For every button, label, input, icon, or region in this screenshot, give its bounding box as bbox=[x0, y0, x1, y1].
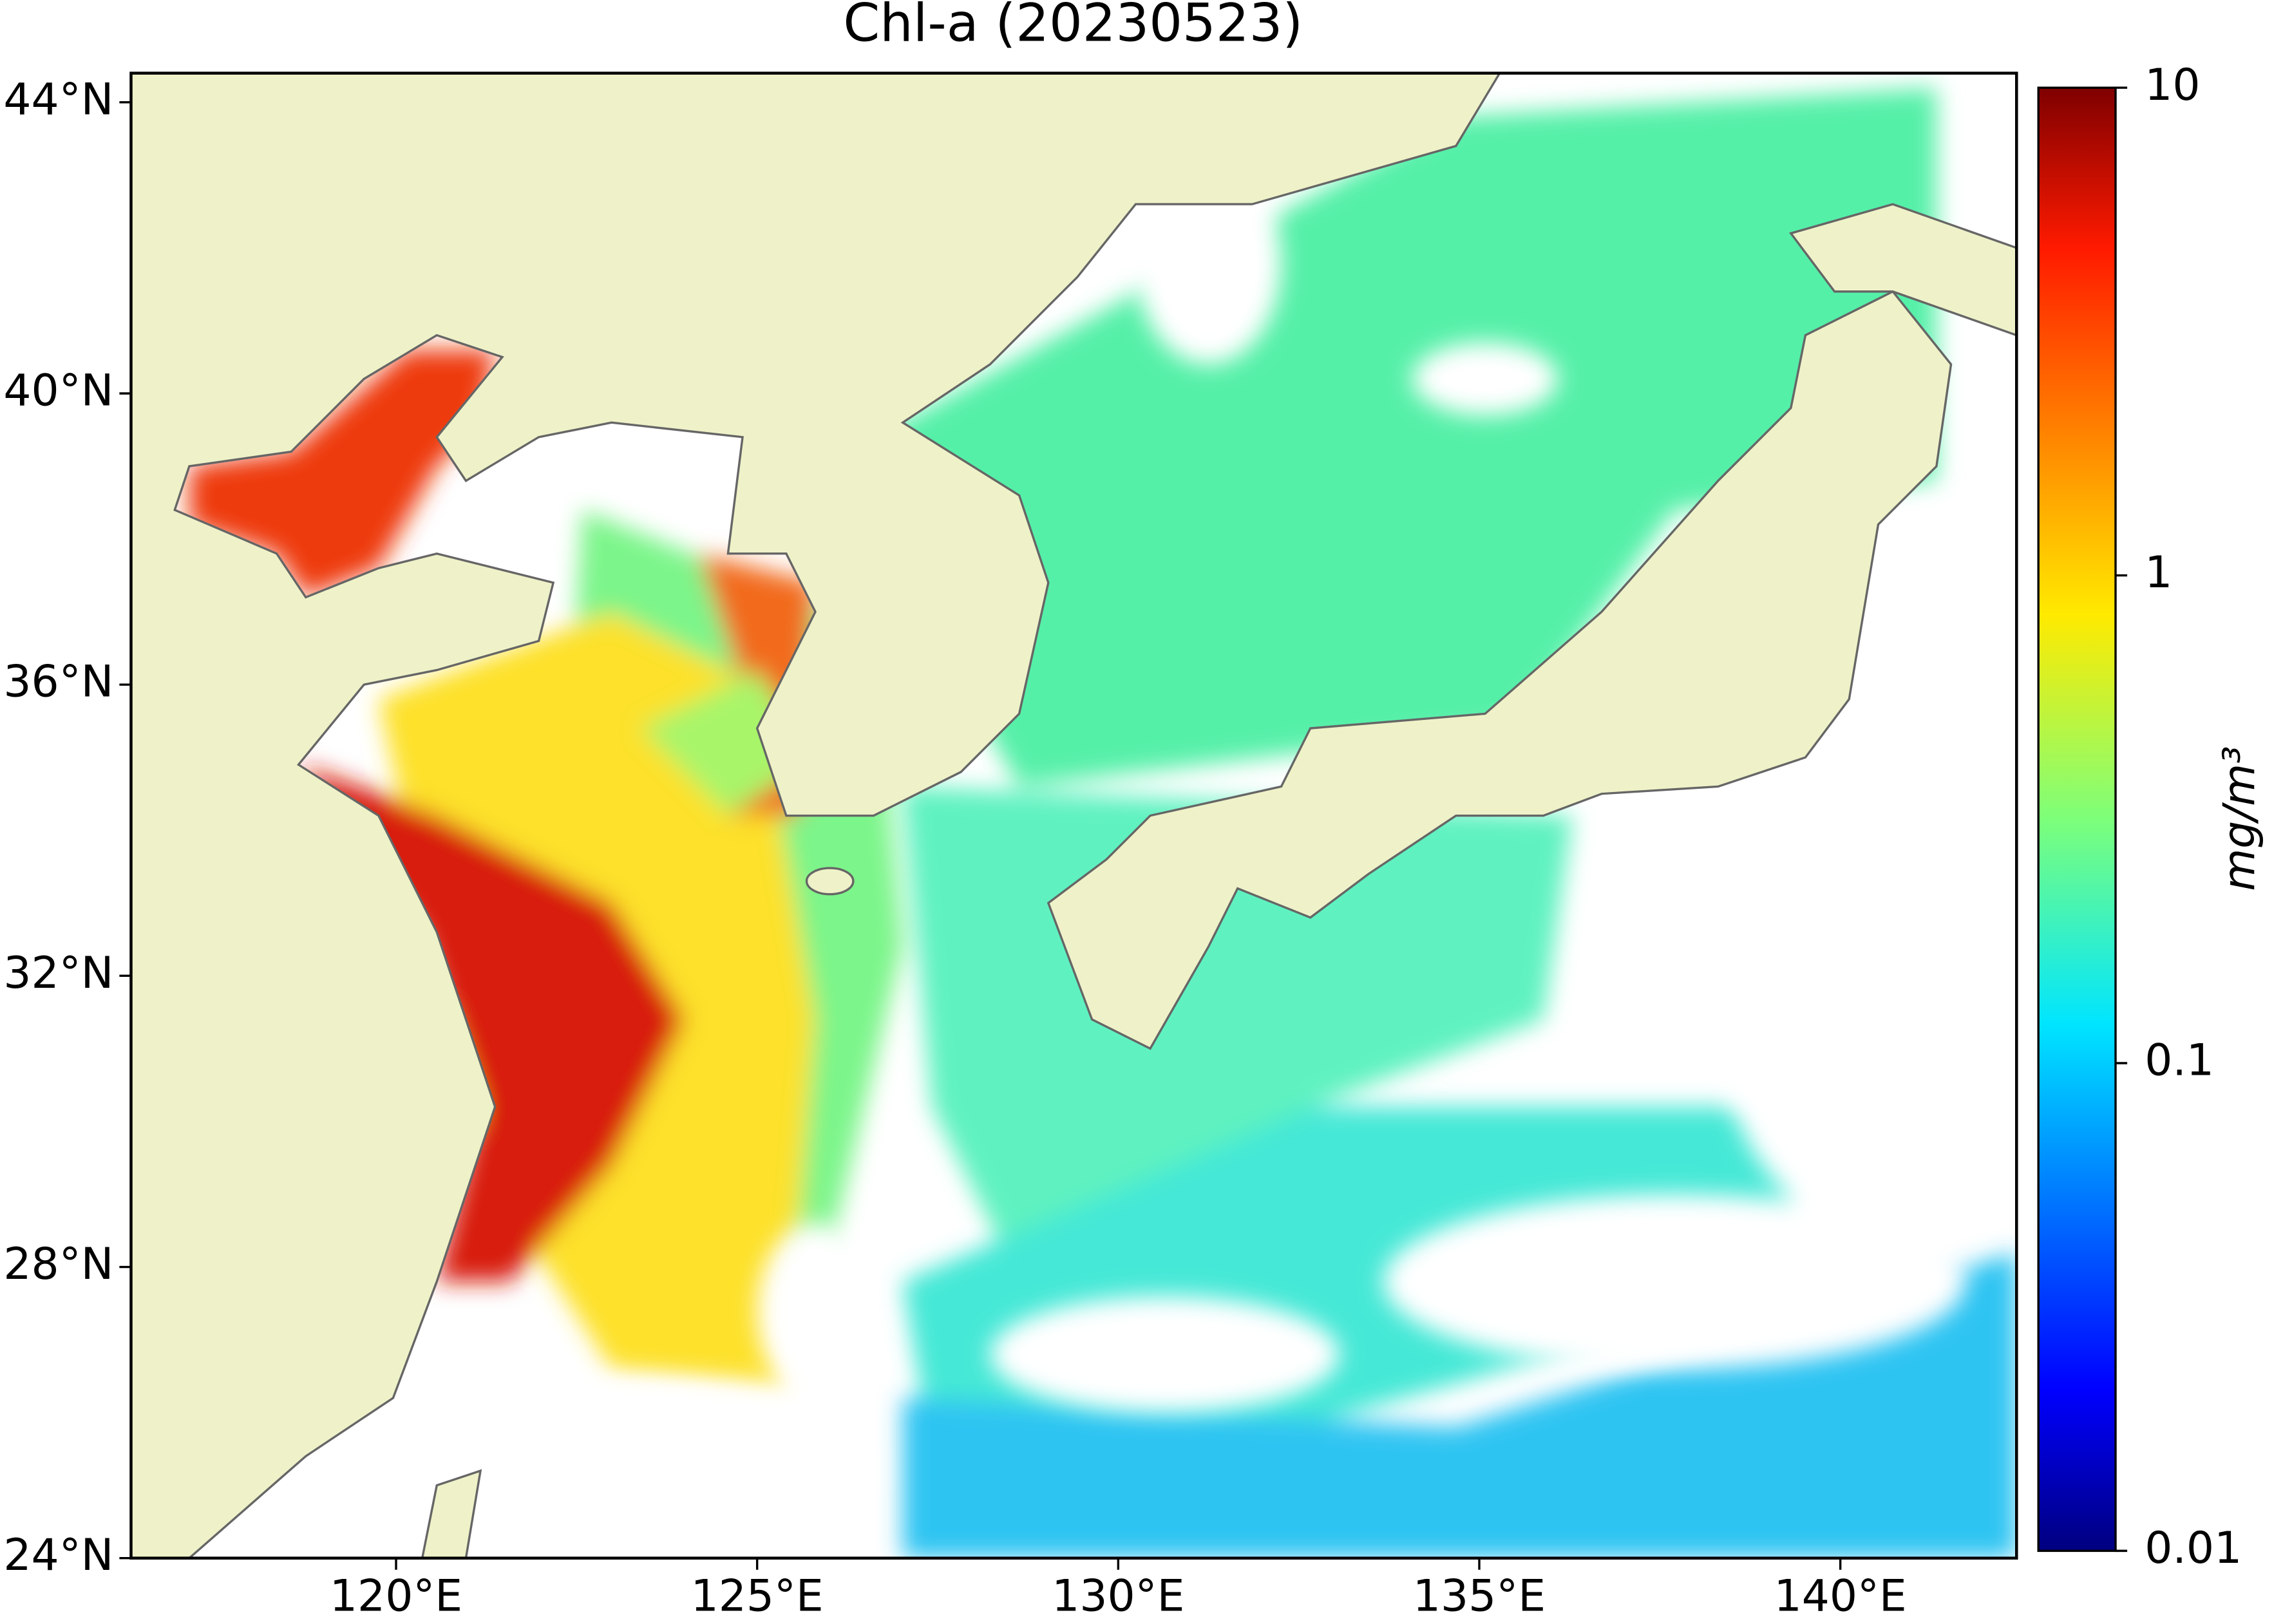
y-tick-label: 24°N bbox=[3, 1529, 113, 1580]
land bbox=[1047, 290, 1953, 1050]
x-tick-label: 135°E bbox=[1413, 1571, 1546, 1621]
colorbar-tick-label: 1 bbox=[2145, 547, 2172, 598]
y-tick-label: 36°N bbox=[3, 656, 113, 707]
land bbox=[131, 73, 1501, 1558]
y-tick-label: 32°N bbox=[3, 947, 113, 998]
map-frame bbox=[129, 71, 2018, 1560]
y-tick-label: 28°N bbox=[3, 1238, 113, 1289]
x-tick-label: 140°E bbox=[1774, 1571, 1907, 1621]
x-tick-label: 120°E bbox=[330, 1571, 462, 1621]
colorbar-tick-label: 10 bbox=[2145, 59, 2200, 110]
land bbox=[421, 1469, 482, 1558]
colorbar-label: mg/m³ bbox=[2213, 746, 2264, 891]
map-field bbox=[131, 73, 2017, 1558]
chart-title: Chl-a (20230523) bbox=[843, 0, 1303, 54]
y-tick-label: 40°N bbox=[3, 365, 113, 416]
colorbar bbox=[2037, 86, 2117, 1553]
y-tick-label: 44°N bbox=[3, 73, 113, 124]
x-tick-label: 125°E bbox=[691, 1571, 824, 1621]
land bbox=[805, 867, 855, 896]
colorbar-tick-label: 0.01 bbox=[2145, 1522, 2242, 1573]
colorbar-tick-label: 0.1 bbox=[2145, 1035, 2214, 1086]
land bbox=[1789, 203, 2017, 337]
x-tick-label: 130°E bbox=[1052, 1571, 1184, 1621]
